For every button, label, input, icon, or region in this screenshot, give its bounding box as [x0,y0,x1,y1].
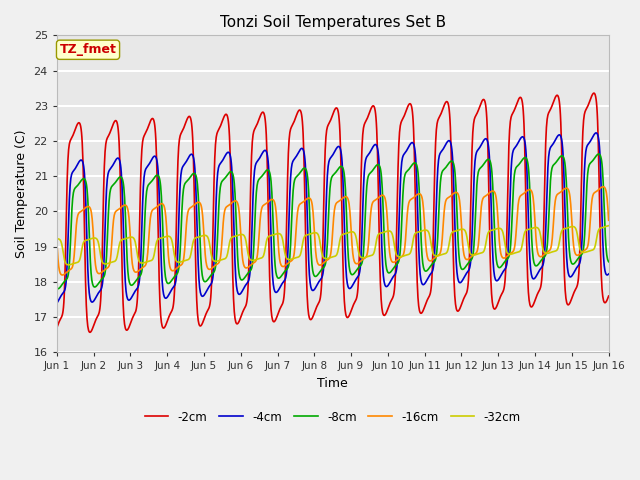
-2cm [287,124,295,130]
-4cm [605,271,612,277]
-32cm [287,256,295,262]
-4cm [298,146,306,152]
Legend: -2cm, -4cm, -8cm, -16cm, -32cm: -2cm, -4cm, -8cm, -16cm, -32cm [140,406,525,428]
-4cm [53,300,61,306]
-32cm [96,248,104,254]
-16cm [605,217,612,223]
-32cm [367,252,375,258]
-8cm [53,285,61,291]
-2cm [86,329,94,335]
-2cm [309,314,317,320]
-8cm [287,226,295,231]
-8cm [54,286,62,292]
-16cm [367,206,375,212]
-4cm [367,148,374,154]
-8cm [595,151,602,157]
-32cm [309,230,317,236]
-2cm [96,306,104,312]
-8cm [309,267,317,273]
-2cm [299,124,307,130]
X-axis label: Time: Time [317,377,348,390]
-32cm [299,240,307,246]
-4cm [592,130,600,136]
-2cm [118,277,126,283]
Y-axis label: Soil Temperature (C): Soil Temperature (C) [15,130,28,258]
-16cm [287,258,295,264]
-2cm [53,325,61,331]
Line: -16cm: -16cm [57,187,609,275]
-16cm [118,204,126,209]
-32cm [118,237,126,242]
-8cm [118,176,126,182]
-4cm [287,169,295,175]
-2cm [590,90,598,96]
-2cm [367,106,375,111]
-4cm [118,182,126,188]
-8cm [96,278,104,284]
-16cm [299,199,307,205]
-32cm [53,236,61,242]
-16cm [309,205,317,211]
-16cm [53,239,61,244]
-16cm [599,184,607,190]
-2cm [605,293,612,299]
-8cm [299,166,307,172]
Text: TZ_fmet: TZ_fmet [60,43,116,56]
Line: -4cm: -4cm [57,133,609,303]
Line: -32cm: -32cm [57,226,609,265]
-4cm [96,288,104,294]
Line: -8cm: -8cm [57,154,609,289]
-32cm [605,223,612,228]
Title: Tonzi Soil Temperatures Set B: Tonzi Soil Temperatures Set B [220,15,446,30]
-4cm [308,288,316,293]
-8cm [605,259,612,264]
-16cm [96,271,104,276]
Line: -2cm: -2cm [57,93,609,332]
-32cm [65,262,72,268]
-16cm [58,272,66,278]
-8cm [367,169,375,175]
